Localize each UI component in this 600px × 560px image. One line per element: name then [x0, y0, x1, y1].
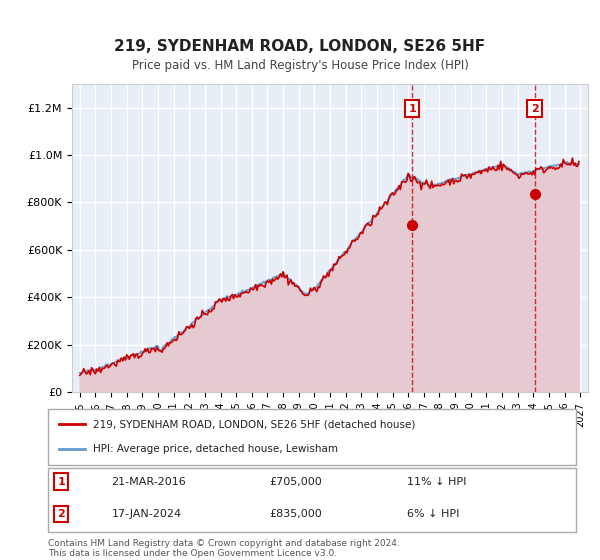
Text: 2: 2	[531, 104, 538, 114]
Text: 21-MAR-2016: 21-MAR-2016	[112, 477, 186, 487]
Text: 11% ↓ HPI: 11% ↓ HPI	[407, 477, 466, 487]
FancyBboxPatch shape	[48, 409, 576, 465]
Text: 1: 1	[58, 477, 65, 487]
Text: Contains HM Land Registry data © Crown copyright and database right 2024.
This d: Contains HM Land Registry data © Crown c…	[48, 539, 400, 558]
Text: 2: 2	[58, 509, 65, 519]
Text: £835,000: £835,000	[270, 509, 323, 519]
Text: Price paid vs. HM Land Registry's House Price Index (HPI): Price paid vs. HM Land Registry's House …	[131, 59, 469, 72]
Text: 17-JAN-2024: 17-JAN-2024	[112, 509, 181, 519]
FancyBboxPatch shape	[48, 468, 576, 532]
Text: HPI: Average price, detached house, Lewisham: HPI: Average price, detached house, Lewi…	[93, 444, 338, 454]
Text: 6% ↓ HPI: 6% ↓ HPI	[407, 509, 460, 519]
Text: £705,000: £705,000	[270, 477, 323, 487]
Text: 219, SYDENHAM ROAD, LONDON, SE26 5HF: 219, SYDENHAM ROAD, LONDON, SE26 5HF	[115, 39, 485, 54]
Text: 1: 1	[408, 104, 416, 114]
Text: 219, SYDENHAM ROAD, LONDON, SE26 5HF (detached house): 219, SYDENHAM ROAD, LONDON, SE26 5HF (de…	[93, 419, 415, 430]
